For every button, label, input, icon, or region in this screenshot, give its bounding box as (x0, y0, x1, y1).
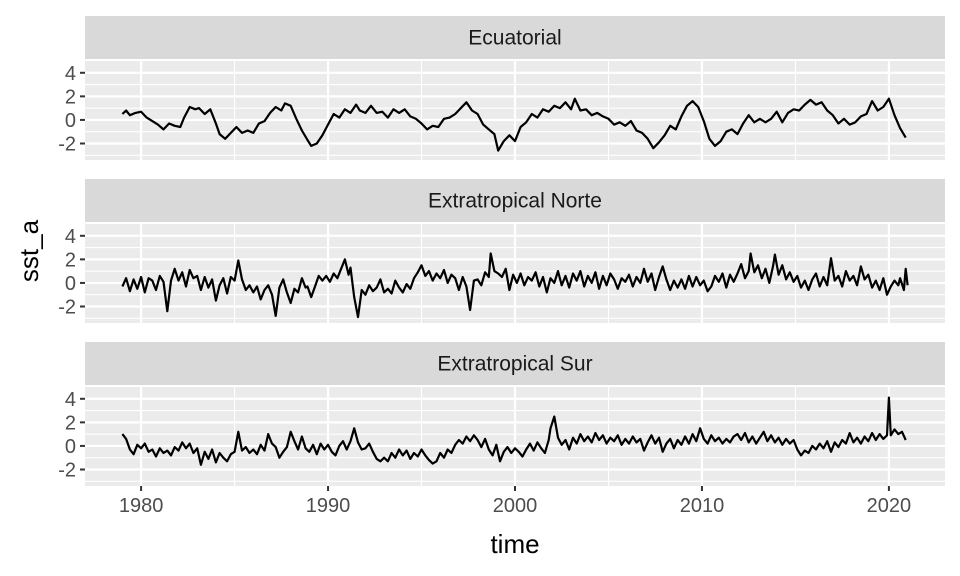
y-axis-title: sst_a (14, 219, 44, 282)
series-line-extratropical-sur (121, 396, 907, 466)
y-tick-label: 2 (65, 249, 76, 271)
x-axis: 1980 1990 2000 2010 2020 (119, 486, 911, 517)
series-line-ecuatorial (121, 97, 907, 152)
x-tick-label: 1980 (119, 495, 164, 517)
x-tick-label: 2020 (867, 495, 912, 517)
x-tick-label: 1990 (306, 495, 351, 517)
y-tick-label: -2 (58, 134, 76, 156)
y-tick-label: 2 (65, 86, 76, 108)
y-tick-label: 4 (65, 63, 76, 85)
y-tick-label: -2 (58, 297, 76, 319)
x-axis-title: time (490, 529, 539, 559)
y-tick-label: 0 (65, 273, 76, 295)
series-line-extratropical-norte (121, 252, 909, 319)
facet-strip (85, 16, 945, 59)
facet-strip-label: Extratropical Norte (428, 190, 602, 213)
y-tick-label: 0 (65, 436, 76, 458)
y-tick-label: -2 (58, 460, 76, 482)
y-tick-label: 2 (65, 412, 76, 434)
y-tick-label: 0 (65, 110, 76, 132)
y-tick-label: 4 (65, 389, 76, 411)
facet-strip-label: Ecuatorial (468, 27, 561, 50)
x-tick-label: 2000 (493, 495, 538, 517)
facet-strip (85, 179, 945, 222)
y-tick-label: 4 (65, 226, 76, 248)
facet-strip-label: Extratropical Sur (437, 353, 592, 376)
facet-strip (85, 342, 945, 385)
x-tick-label: 2010 (680, 495, 725, 517)
